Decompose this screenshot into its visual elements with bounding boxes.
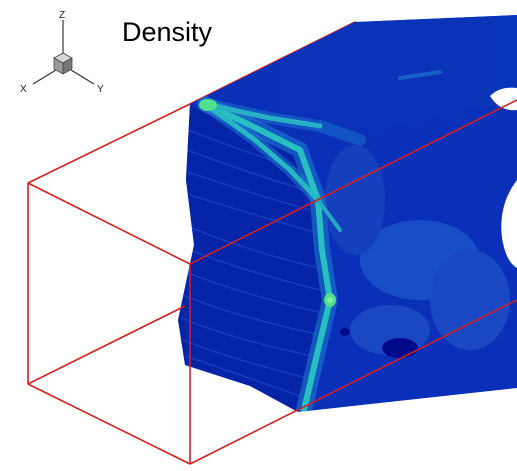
top-face [190,15,517,140]
axis-z-label: Z [59,10,65,21]
axis-y-label: Y [97,84,104,95]
plot-title: Density [122,17,213,47]
axis-x-label: X [20,84,27,95]
bounding-box-front [27,99,517,465]
deep-blue-spots [340,328,418,358]
body-voids [345,14,517,268]
density-hotspots [199,99,336,307]
axis-triad-icon: Z X Y [20,10,104,95]
front-face-texture [181,129,321,397]
density-streaks [197,70,442,412]
